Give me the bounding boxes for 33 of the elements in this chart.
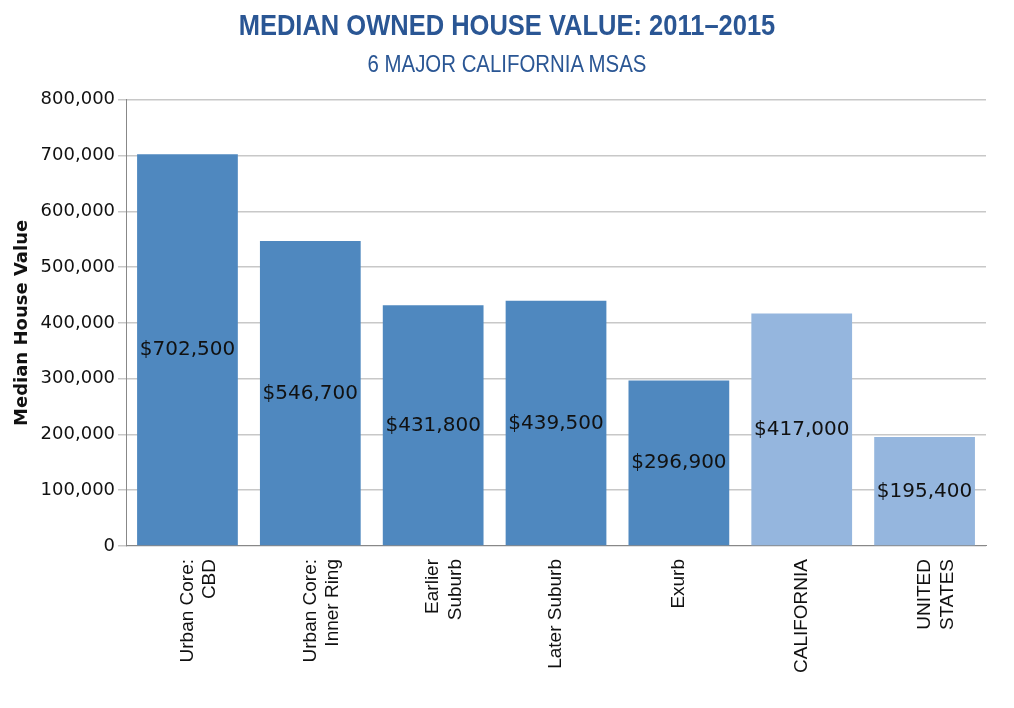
- y-tick-label: 100,000: [40, 477, 116, 499]
- bar: [505, 300, 607, 546]
- data-label: $195,400: [876, 477, 973, 502]
- y-tick-label: 700,000: [40, 143, 116, 165]
- data-label: $296,900: [631, 449, 727, 474]
- y-tick-label: 300,000: [40, 366, 116, 388]
- data-label: $702,500: [139, 336, 236, 361]
- y-tick-label: 200,000: [40, 422, 116, 444]
- y-tick-label: 0: [103, 533, 116, 555]
- chart-subtitle: 6 MAJOR CALIFORNIA MSAS: [366, 50, 648, 78]
- bar: [259, 241, 361, 546]
- x-tick-label: Urban Core: CBD: [175, 558, 220, 663]
- data-label: $431,800: [385, 411, 481, 436]
- bar: [874, 437, 975, 546]
- data-label: $439,500: [508, 409, 604, 434]
- x-tick-label: CALIFORNIA: [789, 558, 811, 674]
- x-tick-label: Exurb: [667, 558, 689, 609]
- data-label: $546,700: [262, 379, 359, 404]
- chart-title: MEDIAN OWNED HOUSE VALUE: 2011–2015: [237, 8, 777, 42]
- bar: [382, 305, 484, 546]
- x-tick-label: UNITED STATES: [912, 558, 957, 631]
- y-tick-label: 500,000: [40, 254, 116, 276]
- bar: [137, 154, 238, 546]
- bar: [751, 313, 853, 546]
- y-tick-label: 800,000: [40, 87, 116, 109]
- x-tick-label: Earlier Suburb: [421, 558, 466, 621]
- data-label: $417,000: [754, 415, 850, 440]
- bar: [628, 380, 730, 546]
- x-tick-label: Urban Core: Inner Ring: [298, 558, 343, 663]
- y-tick-label: 400,000: [40, 310, 116, 332]
- y-axis-title: Median House Value: [10, 219, 32, 426]
- y-tick-label: 600,000: [40, 199, 116, 221]
- x-tick-label: Later Suburb: [544, 558, 566, 669]
